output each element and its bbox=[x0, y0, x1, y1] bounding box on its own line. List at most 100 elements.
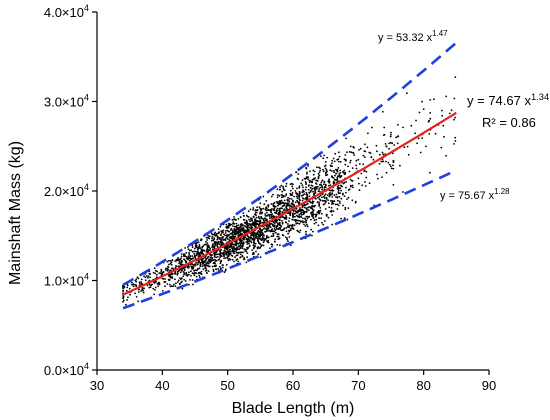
y-axis: 0.0×104 1.0×104 2.0×104 3.0×104 4.0×104 bbox=[44, 3, 98, 378]
scatter-point bbox=[269, 213, 272, 216]
scatter-point bbox=[231, 231, 234, 234]
scatter-point bbox=[264, 238, 267, 241]
scatter-point bbox=[246, 223, 249, 226]
scatter-point bbox=[211, 239, 213, 242]
scatter-point bbox=[370, 126, 373, 129]
scatter-point bbox=[228, 224, 231, 227]
scatter-point bbox=[216, 236, 219, 239]
scatter-point bbox=[223, 257, 226, 260]
scatter-point bbox=[189, 257, 192, 260]
scatter-point bbox=[217, 228, 220, 231]
scatter-point bbox=[239, 246, 242, 249]
scatter-point bbox=[204, 266, 207, 269]
scatter-point bbox=[196, 241, 199, 244]
scatter-point bbox=[208, 235, 211, 238]
scatter-point bbox=[378, 162, 381, 165]
scatter-point bbox=[285, 218, 288, 220]
scatter-point bbox=[454, 140, 457, 142]
scatter-point bbox=[322, 223, 325, 226]
scatter-point bbox=[223, 255, 226, 258]
scatter-point bbox=[217, 259, 220, 261]
scatter-point bbox=[254, 226, 257, 229]
scatter-point bbox=[313, 178, 315, 181]
scatter-point bbox=[303, 206, 306, 209]
scatter-point bbox=[362, 163, 365, 166]
scatter-point bbox=[270, 222, 273, 225]
scatter-point bbox=[348, 188, 351, 191]
scatter-point bbox=[233, 248, 235, 251]
scatter-point bbox=[320, 181, 323, 184]
scatter-point bbox=[262, 195, 265, 198]
scatter-point bbox=[267, 230, 269, 232]
scatter-point bbox=[158, 272, 161, 274]
scatter-point bbox=[211, 237, 214, 240]
scatter-point bbox=[332, 180, 335, 183]
scatter-point bbox=[248, 229, 250, 232]
scatter-point bbox=[230, 254, 233, 257]
scatter-point bbox=[390, 167, 393, 170]
scatter-point bbox=[318, 166, 320, 169]
scatter-point bbox=[344, 206, 347, 209]
scatter-point bbox=[236, 232, 239, 235]
scatter-point bbox=[295, 193, 298, 195]
scatter-point bbox=[317, 211, 320, 214]
scatter-point bbox=[296, 210, 298, 213]
scatter-point bbox=[276, 188, 279, 191]
scatter-point bbox=[214, 234, 217, 237]
scatter-point bbox=[271, 213, 274, 216]
scatter-point bbox=[287, 202, 290, 205]
scatter-point bbox=[185, 261, 187, 264]
scatter-point bbox=[396, 135, 399, 138]
scatter-point bbox=[205, 269, 208, 272]
scatter-point bbox=[340, 184, 342, 187]
scatter-point bbox=[292, 201, 294, 203]
scatter-point bbox=[131, 283, 133, 286]
scatter-point bbox=[175, 259, 178, 262]
scatter-point bbox=[331, 202, 334, 204]
scatter-point bbox=[211, 246, 214, 249]
scatter-point bbox=[200, 238, 203, 241]
scatter-point bbox=[146, 276, 149, 279]
scatter-point bbox=[388, 163, 391, 166]
scatter-point bbox=[352, 151, 354, 154]
scatter-point bbox=[342, 204, 344, 207]
scatter-point bbox=[259, 235, 262, 238]
scatter-point bbox=[207, 270, 210, 272]
scatter-point bbox=[327, 216, 330, 219]
scatter-point bbox=[347, 207, 350, 210]
scatter-point bbox=[219, 251, 222, 254]
scatter-point bbox=[146, 284, 149, 287]
scatter-point bbox=[343, 181, 346, 184]
scatter-point bbox=[182, 253, 185, 256]
scatter-point bbox=[311, 201, 313, 204]
scatter-point bbox=[271, 245, 273, 248]
scatter-point bbox=[140, 282, 143, 285]
scatter-point bbox=[273, 228, 276, 230]
scatter-point bbox=[329, 165, 332, 168]
scatter-point bbox=[142, 291, 145, 294]
scatter-point bbox=[298, 196, 300, 199]
scatter-point bbox=[219, 268, 222, 270]
scatter-point bbox=[214, 231, 217, 234]
scatter-point bbox=[276, 223, 279, 226]
scatter-point bbox=[358, 163, 361, 165]
scatter-point bbox=[357, 177, 360, 180]
x-tick-label: 70 bbox=[351, 378, 365, 393]
scatter-point bbox=[187, 258, 189, 261]
scatter-point bbox=[279, 188, 281, 191]
scatter-point bbox=[306, 208, 308, 211]
scatter-point bbox=[328, 184, 330, 187]
scatter-point bbox=[252, 224, 255, 227]
scatter-point bbox=[377, 177, 379, 180]
scatter-point bbox=[198, 259, 200, 262]
scatter-point bbox=[184, 259, 187, 262]
scatter-point bbox=[196, 268, 199, 271]
scatter-point bbox=[368, 151, 371, 154]
scatter-point bbox=[384, 143, 387, 145]
scatter-point bbox=[288, 197, 291, 200]
scatter-point bbox=[336, 196, 339, 199]
scatter-point bbox=[137, 277, 140, 280]
scatter-point bbox=[168, 263, 170, 266]
scatter-point bbox=[310, 218, 312, 221]
scatter-point bbox=[291, 224, 293, 227]
